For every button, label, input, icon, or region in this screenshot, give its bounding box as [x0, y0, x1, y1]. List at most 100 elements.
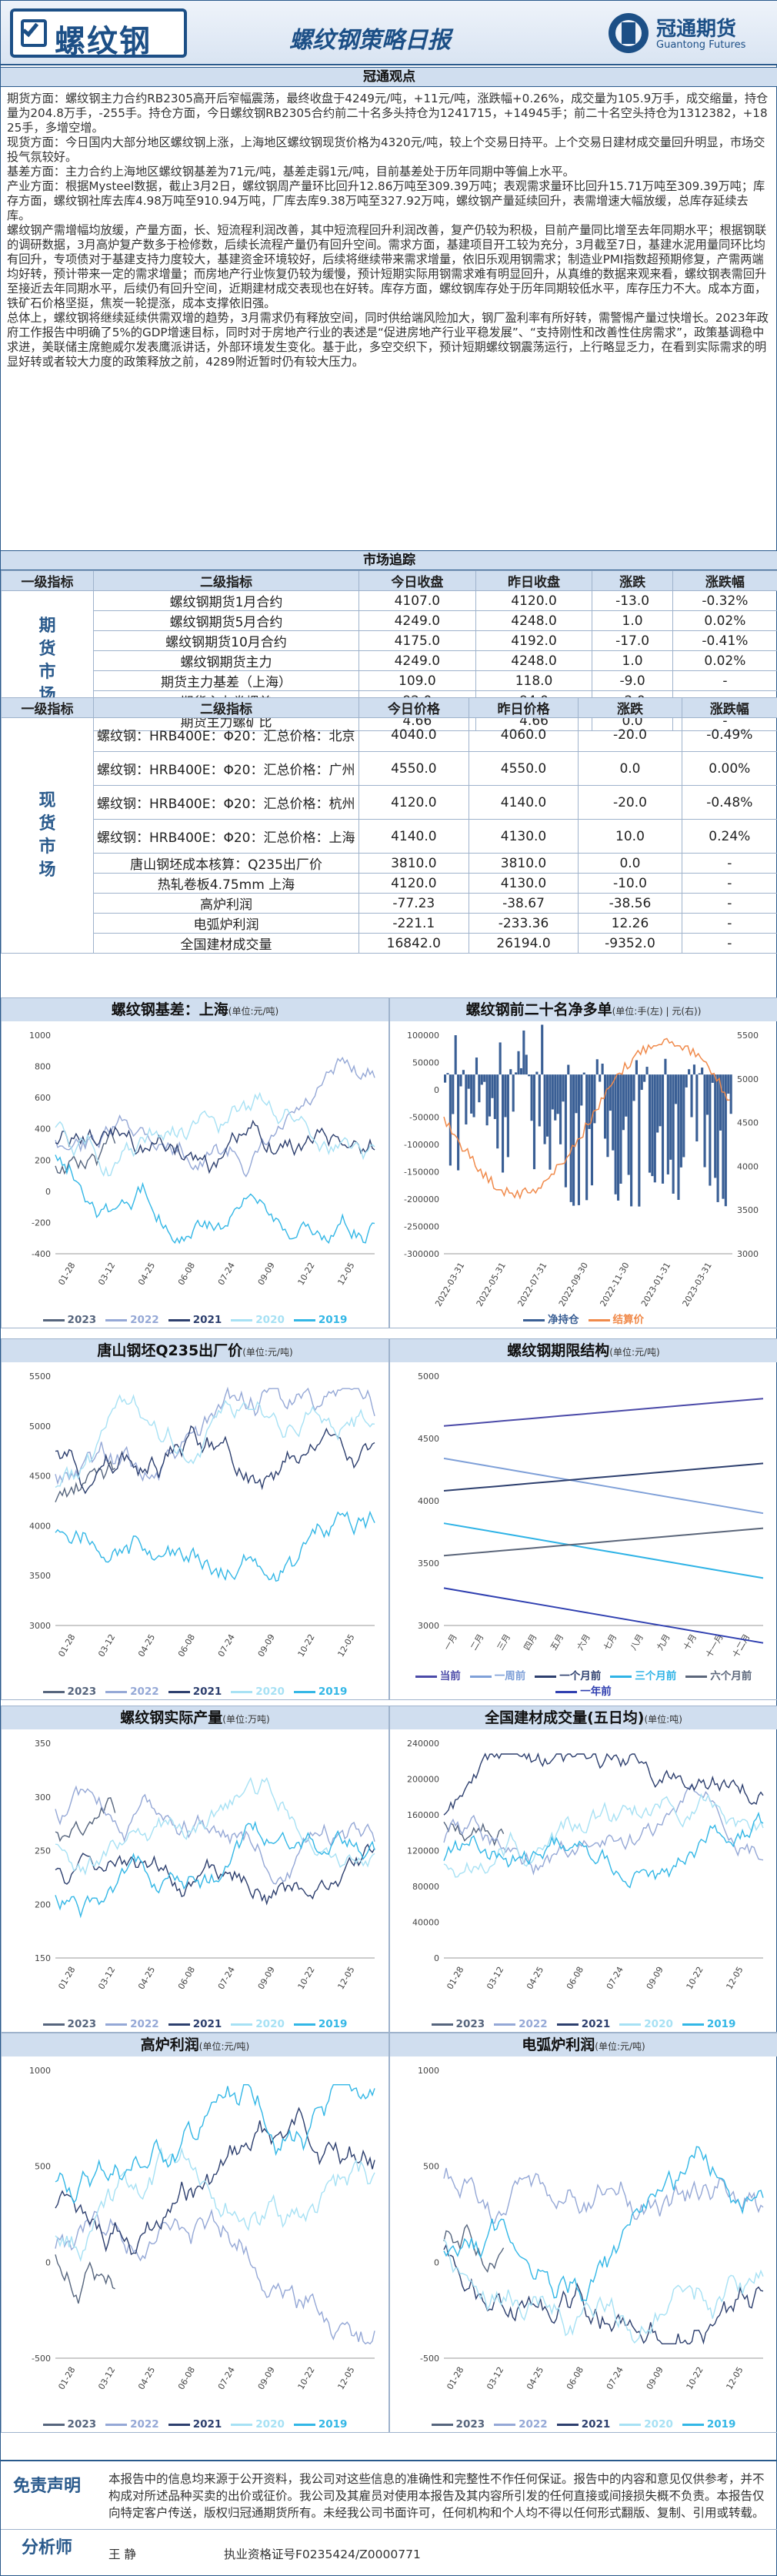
- chart-title: 高炉利润(单位:元/吨): [2, 2033, 388, 2056]
- net-position-bar: [493, 1074, 496, 1119]
- x-tick-label: 2022-09-30: [557, 1261, 590, 1308]
- x-tick-label: 09-09: [256, 1965, 277, 1991]
- spot-cell: 4120.0: [358, 873, 469, 894]
- y-tick-label: 50000: [412, 1058, 439, 1068]
- fut-cell: 1.0: [592, 610, 673, 631]
- y-tick-label: -150000: [404, 1168, 439, 1178]
- y2-tick-label: 3000: [737, 1249, 759, 1259]
- x-tick-label: 01-28: [56, 1261, 77, 1287]
- legend-swatch-icon: [469, 1675, 492, 1678]
- net-position-bar: [653, 1074, 656, 1183]
- y-tick-label: 4500: [418, 1434, 439, 1444]
- x-tick-label: 12-05: [335, 1261, 356, 1287]
- net-position-bar: [724, 1074, 727, 1207]
- legend-swatch-icon: [168, 2423, 190, 2426]
- spot-cell: 全国建材成交量: [93, 933, 359, 954]
- series-line-2022: [443, 1783, 764, 1876]
- fut-cell: 4248.0: [475, 610, 593, 631]
- legend-swatch-icon: [682, 2023, 704, 2026]
- observation-text: 期货方面：螺纹钢主力合约RB2305高开后窄幅震荡，最终收盘于4249元/吨，+…: [7, 92, 769, 369]
- spot-cell: 0.0: [578, 751, 682, 786]
- legend-item: 2019: [682, 2018, 735, 2030]
- brand-logo-icon: [609, 13, 649, 53]
- fut-cell: 4249.0: [358, 650, 476, 671]
- spot-cell: 4060.0: [468, 717, 579, 752]
- y2-tick-label: 4500: [737, 1118, 759, 1128]
- net-position-bar: [640, 1074, 643, 1091]
- net-position-bar: [716, 1074, 719, 1202]
- series-line-一周前: [443, 1457, 764, 1515]
- legend-swatch-icon: [293, 2023, 315, 2026]
- legend-item: 净持仓: [523, 1314, 579, 1326]
- net-position-bar: [457, 1074, 460, 1171]
- net-position-bar: [577, 1074, 580, 1205]
- x-tick-label: 06-08: [176, 1965, 197, 1991]
- legend-swatch-icon: [431, 2423, 453, 2426]
- net-position-bar: [664, 1058, 667, 1075]
- net-position-bar: [549, 1074, 552, 1170]
- y-tick-label: 1000: [418, 2066, 439, 2076]
- net-position-bar: [677, 1074, 680, 1201]
- y2-tick-label: 5000: [737, 1074, 759, 1084]
- legend-swatch-icon: [293, 1690, 315, 1693]
- x-tick-label: 2022-03-31: [433, 1261, 466, 1308]
- x-tick-label: 07-24: [605, 1965, 625, 1991]
- series-line-2023: [443, 1821, 505, 1846]
- spot-cell: -: [681, 853, 777, 874]
- x-tick-label: 2023-03-31: [681, 1261, 714, 1308]
- chart-title: 螺纹钢前二十名净多单(单位:手(左) | 元(右)): [390, 998, 777, 1021]
- legend-item: 2023: [42, 1686, 96, 1698]
- series-line-2023: [55, 1128, 116, 1175]
- x-tick-label: 12-05: [335, 2365, 356, 2391]
- series-line-2019: [55, 1820, 375, 1919]
- spot-cell: -221.1: [358, 913, 469, 934]
- spot-header-3: 昨日价格: [468, 697, 579, 718]
- net-position-bar: [525, 1054, 528, 1075]
- x-tick-label: 2022-07-31: [515, 1261, 549, 1308]
- net-position-bar: [606, 1074, 609, 1158]
- spot-row: 高炉利润 -77.23 -38.67 -38.56-: [2, 893, 777, 914]
- y-tick-label: -50000: [409, 1113, 439, 1123]
- net-position-bar: [585, 1074, 589, 1201]
- spot-side-label: 现货市场: [1, 717, 94, 954]
- net-position-bar: [562, 1074, 565, 1102]
- x-tick-label: 四月: [522, 1632, 539, 1652]
- series-line-2021: [443, 1752, 764, 1816]
- settle-price-line: [443, 1037, 730, 1200]
- y-tick-label: 200000: [407, 1775, 439, 1785]
- fut-cell: 118.0: [475, 670, 593, 691]
- net-position-bar: [467, 1074, 470, 1089]
- chart-6: 高炉利润(单位:元/吨) 1000 500 0 -500 01-28 03-12 04-25 0…: [1, 2033, 389, 2433]
- series-line-2020: [55, 1394, 375, 1488]
- report-header: 螺纹钢 螺纹钢策略日报 冠通期货 Guantong Futures: [1, 1, 777, 65]
- series-line-2022: [55, 1785, 375, 1885]
- x-tick-label: 03-12: [485, 2365, 505, 2391]
- chart-legend: 2023 2022 2021 2020 2019: [2, 1686, 388, 1698]
- net-position-bar: [517, 1051, 520, 1075]
- series-line-一年前: [443, 1587, 764, 1644]
- y-tick-label: 1000: [29, 1031, 51, 1041]
- legend-item: 2020: [231, 2418, 285, 2431]
- net-position-bar: [612, 1074, 615, 1151]
- net-position-bar: [444, 1074, 447, 1083]
- legend-swatch-icon: [42, 1690, 65, 1693]
- legend-item: 2020: [231, 1686, 285, 1698]
- y-tick-label: 240000: [407, 1739, 439, 1749]
- series-line-2019: [55, 1154, 375, 1245]
- legend-item: 2022: [105, 1314, 159, 1326]
- net-position-bar: [635, 1060, 638, 1075]
- x-tick-label: 10-22: [296, 1965, 317, 1991]
- net-position-bar: [675, 1074, 678, 1104]
- y-tick-label: 250: [35, 1846, 51, 1856]
- legend-item: 六个月前: [685, 1670, 752, 1682]
- legend-item: 2020: [619, 2418, 673, 2431]
- fut-cell: 4248.0: [475, 650, 593, 671]
- legend-item: 2021: [168, 2018, 222, 2030]
- chart-0: 螺纹钢基差：上海(单位:元/吨) 1000 800 600 400 200 0 -200 -40…: [1, 997, 389, 1328]
- x-tick-label: 09-09: [645, 1965, 665, 1991]
- chart-2: 唐山钢坯Q235出厂价(单位:元/吨) 5500 5000 4500 4000 3500 3…: [1, 1338, 389, 1700]
- net-position-bar: [588, 1074, 591, 1129]
- spot-cell: -20.0: [578, 717, 682, 752]
- y-tick-label: 3000: [29, 1621, 51, 1631]
- x-tick-label: 十二月: [730, 1632, 752, 1660]
